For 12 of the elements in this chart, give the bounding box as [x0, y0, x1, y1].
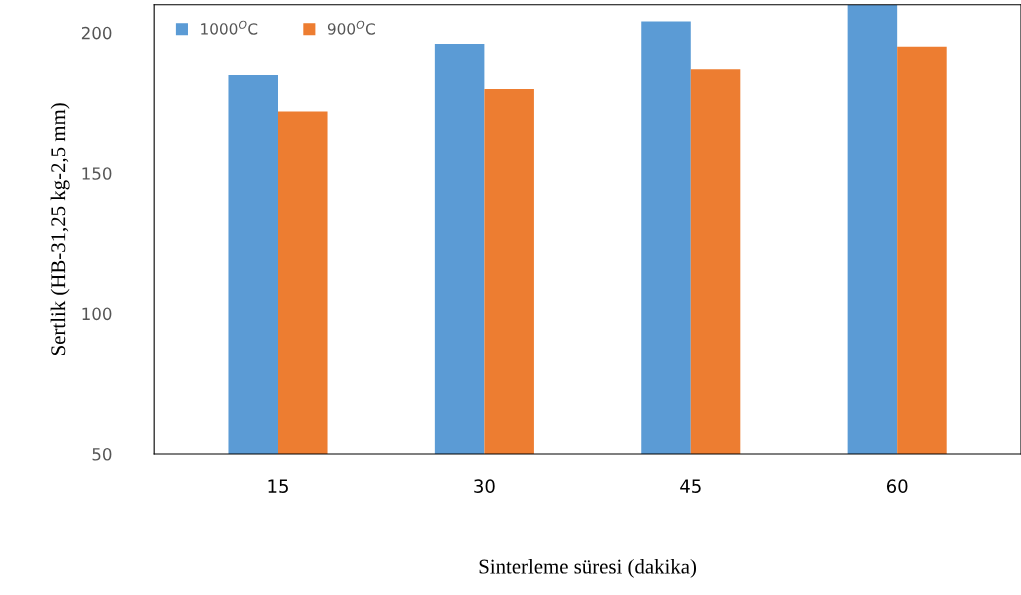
y-axis-title: Sertlik (HB-31,25 kg-2,5 mm) [50, 103, 70, 355]
x-axis-title: Sinterleme süresi (dakika) [479, 558, 697, 578]
x-tick-label: 45 [680, 479, 701, 493]
y-tick-label: 100 [82, 307, 112, 321]
y-tick-label: 200 [81, 26, 112, 40]
legend-label: 900$^{O}$C [327, 20, 375, 35]
y-tick-label: 150 [82, 167, 112, 180]
x-tick-label: 30 [474, 479, 495, 493]
legend-label: 1000$^{O}$C [201, 20, 258, 35]
x-tick-label: 15 [268, 479, 288, 493]
y-tick-label: 50 [92, 447, 112, 461]
x-tick-label: 60 [886, 479, 908, 493]
